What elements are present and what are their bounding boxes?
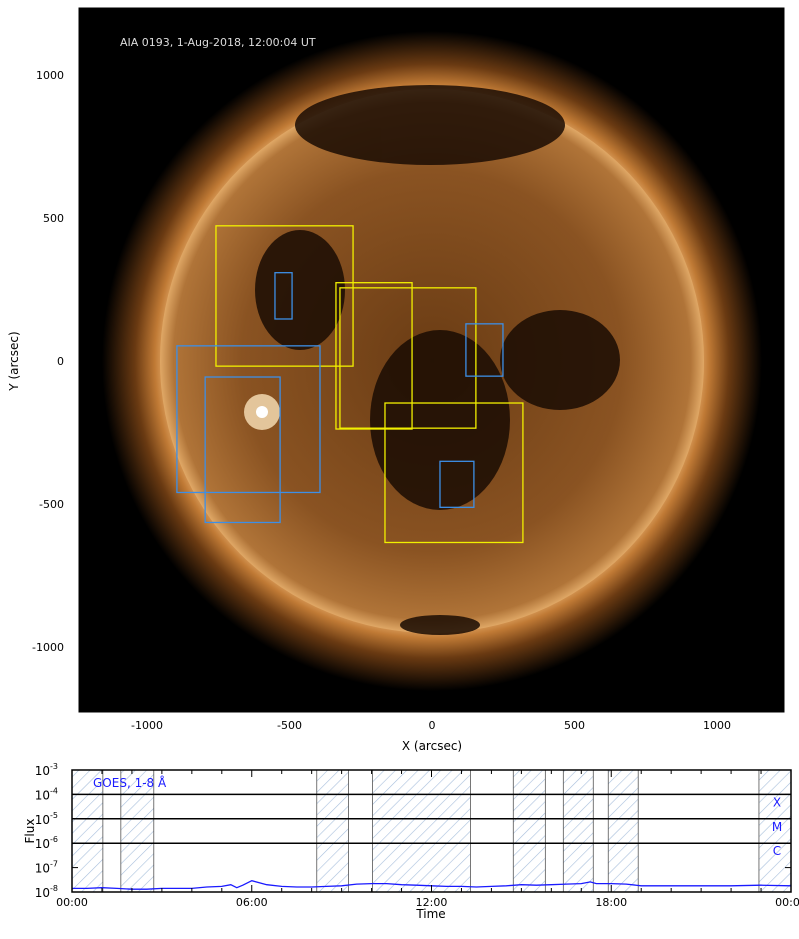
yellow-region-box [339, 287, 477, 429]
aia-image-panel: AIA 0193, 1-Aug-2018, 12:00:04 UT -1000 -… [7, 7, 785, 753]
flux-tick-label: 10-7 [35, 860, 58, 876]
yellow-region-box [384, 402, 524, 544]
y-tick-label: 1000 [36, 69, 64, 82]
x-axis-label: X (arcsec) [402, 739, 462, 753]
time-tick-label: 18:00 [595, 896, 627, 909]
active-region-core [256, 406, 268, 418]
y-tick-label: -500 [39, 498, 64, 511]
flux-tick-label: 10-5 [35, 811, 58, 827]
goes-flux-line [72, 880, 791, 890]
blue-region-box [465, 323, 504, 377]
yellow-region-box [335, 282, 413, 430]
flux-tick-label: 10-3 [35, 762, 58, 778]
flux-axis-label: Flux [23, 819, 37, 844]
blue-region-box [274, 272, 293, 320]
time-axis-label: Time [415, 907, 445, 921]
coronal-holes [255, 85, 620, 635]
hatched-interval [372, 770, 471, 892]
flux-tick-label: 10-6 [35, 835, 58, 851]
flare-class-label: C [773, 844, 781, 858]
x-tick-label: -500 [277, 719, 302, 732]
time-tick-label: 06:00 [236, 896, 268, 909]
y-tick-label: 500 [43, 212, 64, 225]
y-tick-label: -1000 [32, 641, 64, 654]
blue-region-box [176, 345, 321, 494]
blue-region-box [204, 376, 281, 524]
yellow-region-box [215, 225, 354, 367]
x-tick-label: 1000 [703, 719, 731, 732]
hatched-interval [72, 770, 104, 892]
image-title: AIA 0193, 1-Aug-2018, 12:00:04 UT [120, 36, 316, 49]
x-tick-label: 0 [429, 719, 436, 732]
flux-tick-label: 10-8 [35, 884, 58, 900]
y-tick-label: 0 [57, 355, 64, 368]
hatched-interval [120, 770, 155, 892]
hatched-interval [562, 770, 594, 892]
time-tick-label: 00:00 [56, 896, 88, 909]
x-tick-label: -1000 [131, 719, 163, 732]
goes-legend: GOES, 1-8 Å [93, 775, 167, 790]
hatched-interval [316, 770, 349, 892]
flare-class-label: M [772, 820, 782, 834]
flux-tick-label: 10-4 [35, 786, 58, 802]
x-tick-label: 500 [564, 719, 585, 732]
time-tick-label: 12:00 [416, 896, 448, 909]
hatched-interval [607, 770, 639, 892]
flare-class-label: X [773, 795, 781, 809]
time-tick-label: 00:00 [775, 896, 799, 909]
y-axis-label: Y (arcsec) [7, 331, 21, 391]
blue-region-box [439, 460, 475, 508]
hatched-interval [512, 770, 546, 892]
goes-panel: 00:00 06:00 12:00 18:00 00:00 10-3 10-4 10-5 10-… [23, 762, 799, 921]
